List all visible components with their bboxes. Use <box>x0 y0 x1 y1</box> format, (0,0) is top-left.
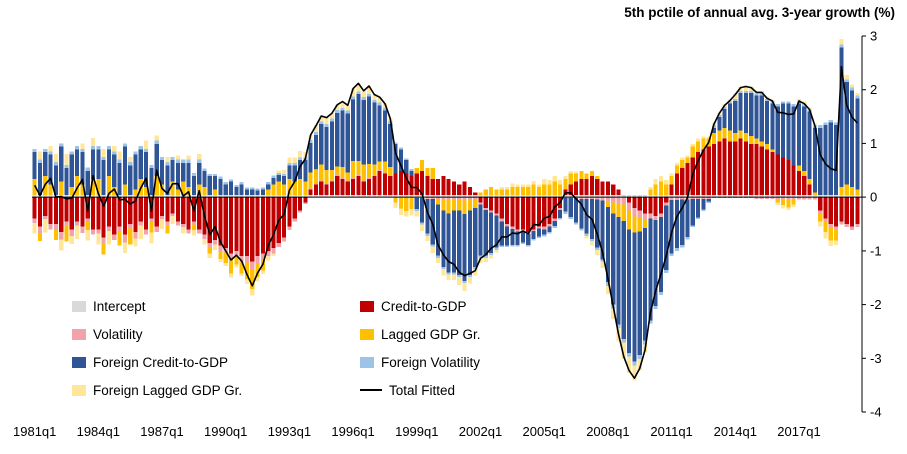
legend-item: Intercept <box>72 299 360 314</box>
legend-item: Credit-to-GDP <box>360 299 481 314</box>
legend-item: Volatility <box>72 327 360 342</box>
series-swatch <box>72 356 86 368</box>
legend-label: Intercept <box>93 298 146 314</box>
x-tick-label: 2005q1 <box>523 424 566 439</box>
x-tick-label: 2017q1 <box>777 424 820 439</box>
y-tick-label: -4 <box>870 405 882 420</box>
legend-item: Foreign Credit-to-GDP <box>72 355 360 370</box>
legend-item: Total Fitted <box>360 383 481 398</box>
legend-label: Volatility <box>93 326 143 342</box>
x-tick-label: 1990q1 <box>204 424 247 439</box>
legend-label: Foreign Volatility <box>381 354 481 370</box>
y-tick-label: 2 <box>870 82 877 97</box>
chart-title: 5th pctile of annual avg. 3-year growth … <box>624 5 895 20</box>
x-tick-label: 1996q1 <box>331 424 374 439</box>
y-tick-label: -2 <box>870 297 882 312</box>
x-tick-label: 1987q1 <box>140 424 183 439</box>
legend-item: Lagged GDP Gr. <box>360 327 481 342</box>
series-swatch <box>360 356 374 368</box>
bars-group <box>32 39 860 381</box>
x-tick-label: 1981q1 <box>13 424 56 439</box>
legend: Intercept Volatility Foreign Credit-to-GDP… <box>72 292 481 404</box>
series-swatch <box>72 328 86 340</box>
x-tick-label: 2011q1 <box>650 424 692 439</box>
x-tick-label: 2014q1 <box>714 424 757 439</box>
legend-label: Foreign Lagged GDP Gr. <box>93 382 243 398</box>
legend-label: Foreign Credit-to-GDP <box>93 354 229 370</box>
y-tick-label: -1 <box>870 243 882 258</box>
x-tick-label: 1999q1 <box>395 424 438 439</box>
series-swatch <box>72 384 86 396</box>
y-tick-label: 3 <box>870 29 877 44</box>
series-swatch <box>360 328 374 340</box>
series-swatch <box>72 300 86 312</box>
series-swatch <box>360 300 374 312</box>
y-axis: 3 2 1 0 -1 -2 -3 -4 <box>861 29 882 420</box>
legend-label: Credit-to-GDP <box>381 298 467 314</box>
legend-label: Lagged GDP Gr. <box>381 326 481 342</box>
legend-item: Foreign Volatility <box>360 355 481 370</box>
y-tick-label: -3 <box>870 351 882 366</box>
legend-item: Foreign Lagged GDP Gr. <box>72 383 360 398</box>
x-tick-label: 2008q1 <box>586 424 629 439</box>
fitted-line-swatch <box>360 389 382 391</box>
x-tick-label: 1993q1 <box>268 424 311 439</box>
x-axis: 1981q1 1984q1 1987q1 1990q1 1993q1 1996q1 1999… <box>13 424 821 439</box>
total-fitted-line <box>33 65 858 380</box>
x-tick-label: 1984q1 <box>77 424 120 439</box>
y-tick-label: 1 <box>870 136 877 151</box>
y-tick-label: 0 <box>870 190 877 205</box>
legend-label: Total Fitted <box>389 382 456 398</box>
x-tick-label: 2002q1 <box>459 424 502 439</box>
